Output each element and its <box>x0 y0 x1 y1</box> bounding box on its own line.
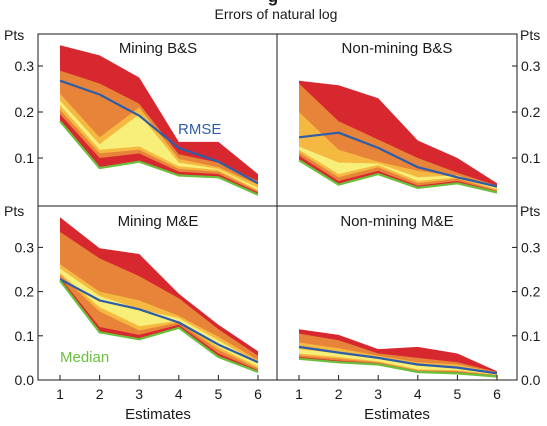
chart-subtitle: Errors of natural log <box>215 6 338 22</box>
y-tick-label-right: 0.0 <box>521 372 541 388</box>
band-4 <box>60 100 258 191</box>
x-tick-label: 3 <box>135 386 143 402</box>
panel-1: Mining B&S RMSE <box>59 40 259 196</box>
annotation-median: Median <box>60 349 109 366</box>
panel-title: Mining B&S <box>119 40 197 57</box>
series-line-median <box>298 357 498 378</box>
series-line-rmse <box>298 345 498 375</box>
y-tick-label-right: 0.2 <box>521 104 541 120</box>
x-axis-title: Estimates <box>125 406 191 423</box>
panel-3: Mining M&E Median <box>59 213 259 374</box>
y-tick-label-left: 0.1 <box>15 328 35 344</box>
y-tick-label-left: 0.3 <box>15 58 35 74</box>
series-line-median <box>59 120 259 196</box>
y-axis-label-left: Pts <box>4 27 24 43</box>
band-4 <box>299 146 497 190</box>
y-tick-label-left: 0.0 <box>15 372 35 388</box>
y-tick-label-right: 0.3 <box>521 239 541 255</box>
series-line-rmse <box>298 131 498 188</box>
y-tick-label-right: 0.3 <box>521 58 541 74</box>
x-tick-label: 4 <box>175 386 183 402</box>
y-axis-label-left: Pts <box>4 203 24 219</box>
x-tick-label: 1 <box>56 386 64 402</box>
series-line-rmse <box>59 278 259 364</box>
x-tick-label: 1 <box>295 386 303 402</box>
chart-panels: Mining B&S RMSE Non-mining B&S Mining M&E Me… <box>4 27 541 423</box>
x-tick-label: 2 <box>96 386 104 402</box>
panel-title: Mining M&E <box>118 213 199 230</box>
panel-title: Non-mining M&E <box>340 213 453 230</box>
x-tick-label: 4 <box>414 386 422 402</box>
series-line-median <box>59 279 259 374</box>
panel-title: Non-mining B&S <box>342 40 453 57</box>
x-tick-label: 5 <box>215 386 223 402</box>
annotation-rmse: RMSE <box>178 121 221 138</box>
x-axis-title: Estimates <box>364 406 430 423</box>
x-tick-label: 3 <box>374 386 382 402</box>
y-tick-label-left: 0.2 <box>15 284 35 300</box>
y-tick-label-left: 0.1 <box>15 150 35 166</box>
x-tick-label: 6 <box>493 386 501 402</box>
y-tick-label-right: 0.1 <box>521 328 541 344</box>
y-axis-label-right: Pts <box>520 203 540 219</box>
x-tick-label: 2 <box>335 386 343 402</box>
y-tick-label-right: 0.2 <box>521 284 541 300</box>
y-axis-label-right: Pts <box>520 27 540 43</box>
band-4 <box>60 268 258 367</box>
y-tick-label-right: 0.1 <box>521 150 541 166</box>
x-tick-label: 5 <box>454 386 462 402</box>
chart-title-fragment: g <box>268 0 278 6</box>
y-tick-label-left: 0.2 <box>15 104 35 120</box>
series-line-rmse <box>59 79 259 185</box>
panel-2: Non-mining B&S <box>298 40 498 194</box>
series-line-median <box>298 159 498 194</box>
x-tick-label: 6 <box>254 386 262 402</box>
panel-4: Non-mining M&E <box>298 213 498 378</box>
y-tick-label-left: 0.3 <box>15 239 35 255</box>
